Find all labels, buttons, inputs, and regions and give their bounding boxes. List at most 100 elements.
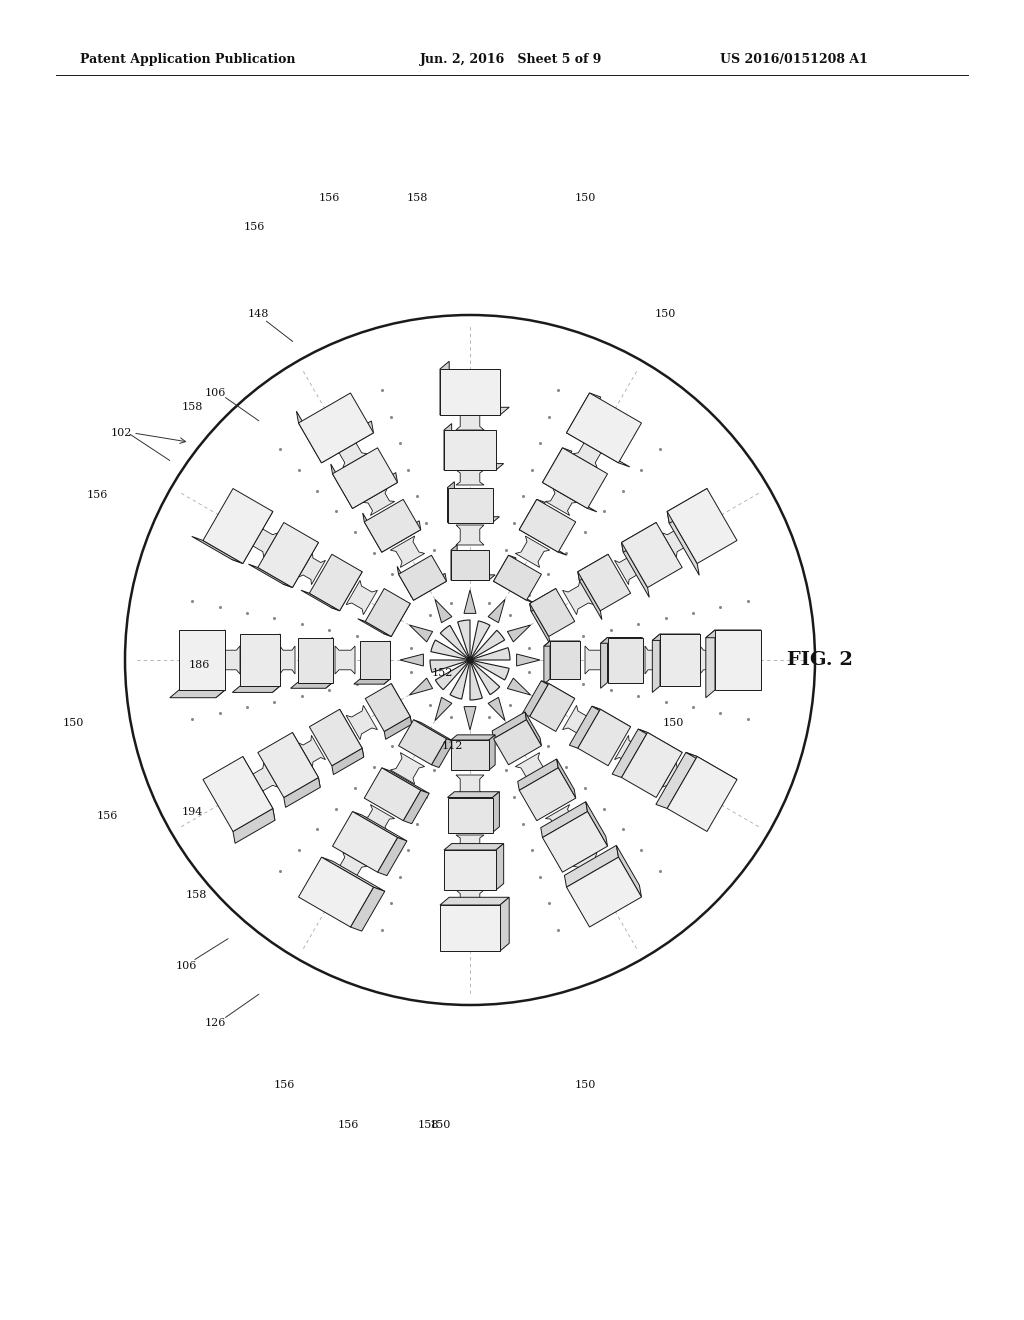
- Polygon shape: [706, 630, 761, 638]
- Polygon shape: [663, 763, 692, 796]
- Polygon shape: [543, 447, 607, 508]
- Polygon shape: [331, 463, 352, 508]
- Polygon shape: [280, 645, 295, 675]
- Text: Jun. 2, 2016   Sheet 5 of 9: Jun. 2, 2016 Sheet 5 of 9: [420, 54, 602, 66]
- Text: 150: 150: [575, 193, 596, 203]
- Polygon shape: [179, 630, 225, 690]
- Polygon shape: [616, 845, 641, 898]
- Polygon shape: [296, 411, 322, 463]
- Polygon shape: [384, 601, 411, 636]
- Polygon shape: [601, 638, 607, 688]
- Polygon shape: [470, 620, 490, 660]
- Polygon shape: [440, 626, 470, 660]
- Polygon shape: [489, 735, 496, 770]
- Polygon shape: [447, 792, 500, 797]
- Polygon shape: [362, 805, 394, 832]
- Polygon shape: [546, 805, 578, 832]
- Polygon shape: [493, 711, 526, 739]
- Polygon shape: [444, 843, 504, 850]
- Polygon shape: [456, 890, 484, 908]
- Polygon shape: [299, 857, 374, 927]
- Polygon shape: [357, 619, 391, 636]
- Polygon shape: [440, 906, 500, 950]
- Text: 158: 158: [408, 193, 428, 203]
- Polygon shape: [578, 554, 631, 611]
- Polygon shape: [248, 763, 278, 796]
- Polygon shape: [645, 645, 660, 675]
- Polygon shape: [566, 393, 601, 437]
- Text: 150: 150: [575, 1080, 596, 1090]
- Polygon shape: [578, 572, 602, 619]
- Polygon shape: [191, 536, 243, 564]
- Polygon shape: [464, 706, 476, 730]
- Polygon shape: [365, 768, 421, 821]
- Polygon shape: [663, 524, 692, 557]
- Text: 156: 156: [338, 1119, 358, 1130]
- Polygon shape: [456, 775, 484, 795]
- Polygon shape: [607, 638, 642, 682]
- Polygon shape: [366, 684, 411, 731]
- Polygon shape: [398, 556, 446, 601]
- Polygon shape: [352, 812, 407, 841]
- Text: 106: 106: [176, 961, 197, 972]
- Polygon shape: [350, 887, 385, 931]
- Text: 106: 106: [205, 388, 225, 399]
- Polygon shape: [440, 370, 500, 414]
- Polygon shape: [578, 554, 609, 581]
- Polygon shape: [332, 748, 364, 775]
- Polygon shape: [614, 553, 642, 585]
- Polygon shape: [362, 513, 382, 552]
- Polygon shape: [366, 589, 411, 636]
- Polygon shape: [494, 556, 516, 583]
- Polygon shape: [397, 566, 414, 601]
- Polygon shape: [447, 797, 493, 833]
- Polygon shape: [622, 523, 682, 587]
- Polygon shape: [447, 482, 455, 523]
- Polygon shape: [706, 630, 715, 698]
- Polygon shape: [493, 792, 500, 833]
- Polygon shape: [566, 433, 630, 467]
- Text: 156: 156: [87, 490, 108, 500]
- Polygon shape: [351, 473, 397, 508]
- Polygon shape: [715, 630, 761, 690]
- Polygon shape: [335, 645, 355, 675]
- Polygon shape: [333, 812, 397, 873]
- Text: 150: 150: [655, 309, 676, 319]
- Text: 156: 156: [244, 222, 264, 232]
- Polygon shape: [444, 424, 452, 470]
- Polygon shape: [569, 706, 600, 748]
- Polygon shape: [414, 719, 454, 742]
- Polygon shape: [216, 630, 225, 698]
- Polygon shape: [380, 521, 421, 552]
- Polygon shape: [529, 603, 550, 644]
- Polygon shape: [283, 539, 318, 587]
- Polygon shape: [451, 574, 496, 579]
- Polygon shape: [362, 488, 394, 515]
- Polygon shape: [390, 536, 425, 568]
- Polygon shape: [284, 777, 321, 808]
- Polygon shape: [346, 705, 378, 739]
- Text: 158: 158: [186, 890, 207, 900]
- Polygon shape: [410, 678, 433, 696]
- Polygon shape: [430, 660, 470, 672]
- Polygon shape: [668, 756, 737, 832]
- Polygon shape: [222, 645, 240, 675]
- Polygon shape: [378, 838, 407, 875]
- Polygon shape: [400, 653, 423, 667]
- Polygon shape: [529, 589, 557, 611]
- Polygon shape: [456, 412, 484, 430]
- Polygon shape: [309, 554, 362, 611]
- Polygon shape: [340, 709, 364, 758]
- Polygon shape: [272, 634, 280, 693]
- Polygon shape: [384, 642, 390, 684]
- Polygon shape: [700, 645, 718, 675]
- Polygon shape: [470, 630, 505, 660]
- Polygon shape: [299, 393, 374, 463]
- Polygon shape: [566, 857, 641, 927]
- Polygon shape: [522, 681, 549, 717]
- Polygon shape: [668, 512, 699, 576]
- Polygon shape: [431, 739, 454, 767]
- Polygon shape: [652, 634, 660, 693]
- Polygon shape: [451, 545, 457, 579]
- Polygon shape: [494, 719, 542, 764]
